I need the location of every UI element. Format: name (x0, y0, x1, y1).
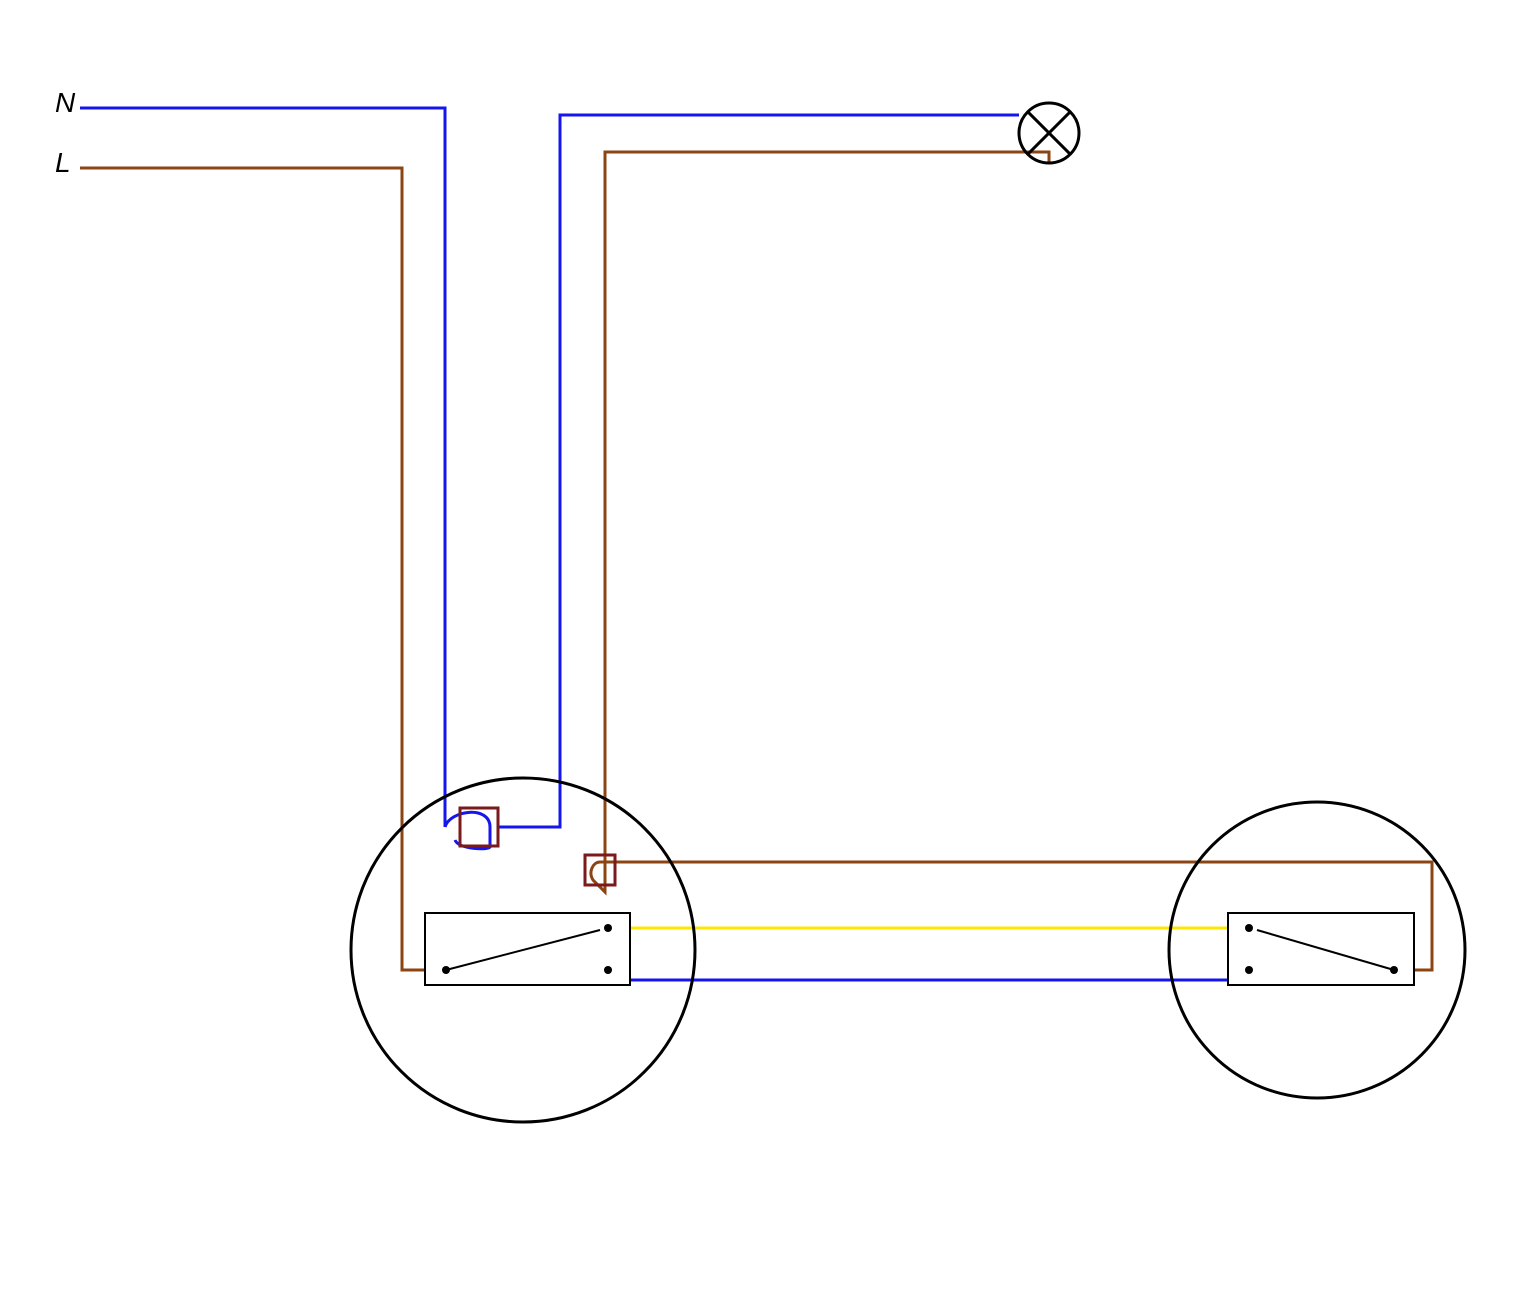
switch-right (1169, 802, 1465, 1098)
wire-neutral-loop (445, 812, 490, 848)
wire-neutral-to-lamp (498, 115, 1019, 827)
two-way-switch-wiring-diagram: N L (0, 0, 1526, 1292)
switch-left-l1-terminal (604, 924, 612, 932)
switch-left-l2-terminal (604, 966, 612, 974)
wire-live-supply (80, 168, 425, 970)
switch-right-l1-terminal (1245, 924, 1253, 932)
live-label: L (55, 147, 71, 178)
neutral-label: N (55, 87, 76, 118)
wire-neutral-supply (80, 108, 445, 827)
wire-switched-live-to-lamp (591, 152, 1049, 892)
switch-right-l2-terminal (1245, 966, 1253, 974)
live-junction-box (585, 855, 615, 885)
